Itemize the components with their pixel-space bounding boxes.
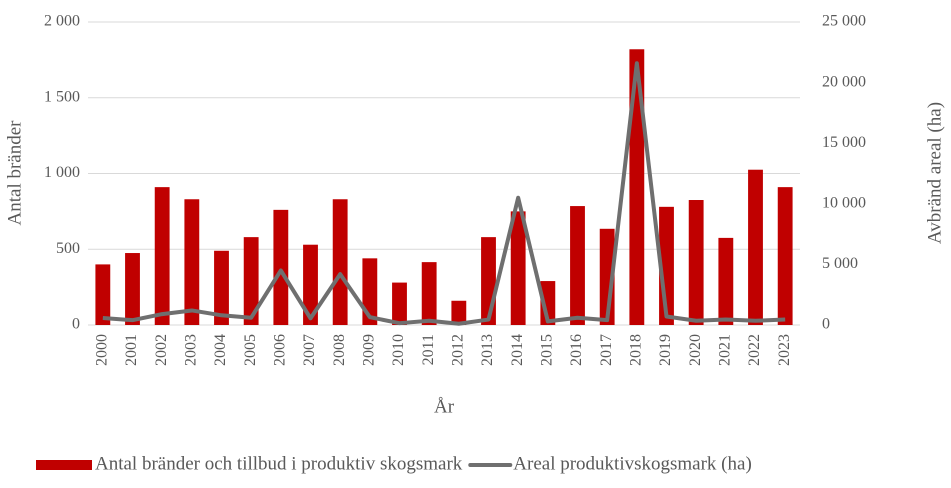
x-tick-label: 2009	[361, 334, 378, 366]
x-tick-label: 2001	[123, 334, 140, 366]
legend-label: Antal bränder och tillbud i produktiv sk…	[95, 453, 463, 474]
y2-tick-label: 15 000	[822, 134, 866, 151]
bar	[95, 264, 111, 325]
y2-tick-label: 10 000	[822, 194, 866, 211]
bar	[570, 206, 585, 325]
y-tick-label: 2 000	[44, 13, 80, 30]
y-tick-label: 0	[72, 316, 80, 333]
bar	[718, 237, 734, 325]
x-tick-label: 2017	[598, 334, 615, 366]
bar	[184, 199, 200, 325]
bar	[777, 187, 793, 325]
bar	[748, 169, 763, 325]
y2-tick-label: 0	[822, 316, 830, 333]
bar	[243, 237, 259, 325]
x-tick-label: 2007	[301, 334, 318, 366]
legend-swatch	[36, 460, 92, 470]
x-tick-label: 2021	[717, 334, 734, 366]
line	[102, 61, 786, 326]
x-tick-label: 2018	[628, 334, 645, 366]
x-tick-label: 2011	[420, 334, 437, 365]
x-tick-label: 2012	[450, 334, 467, 366]
bar	[510, 211, 526, 325]
bar	[421, 262, 437, 325]
bar	[392, 282, 407, 325]
y2-tick-label: 20 000	[822, 73, 866, 90]
x-tick-label: 2015	[539, 334, 556, 366]
bar	[303, 244, 318, 325]
x-tick-label: 2003	[183, 334, 200, 366]
bar	[125, 253, 140, 325]
x-tick-label: 2004	[212, 334, 229, 366]
x-tick-label: 2020	[687, 334, 704, 366]
x-tick-label: 2008	[331, 334, 348, 366]
bar	[332, 199, 348, 325]
y2-tick-label: 5 000	[822, 255, 858, 272]
y2-axis-title: Avbränd areal (ha)	[924, 102, 945, 244]
x-axis-title: År	[434, 396, 455, 417]
x-tick-label: 2019	[657, 334, 674, 366]
x-tick-label: 2016	[568, 334, 585, 366]
x-tick-label: 2005	[242, 334, 259, 366]
y-tick-label: 1 500	[44, 88, 80, 105]
bar	[214, 250, 229, 325]
y-axis-title: Antal bränder	[4, 120, 25, 226]
x-tick-label: 2000	[94, 334, 111, 366]
bar	[154, 187, 170, 325]
x-tick-label: 2014	[509, 334, 526, 366]
x-tick-label: 2022	[746, 334, 763, 366]
x-tick-label: 2013	[479, 334, 496, 366]
x-tick-label: 2023	[776, 334, 793, 366]
bar	[273, 209, 289, 325]
y2-tick-label: 25 000	[822, 13, 866, 30]
bar	[688, 200, 704, 325]
legend-label: Areal produktivskogsmark (ha)	[513, 453, 752, 474]
x-tick-label: 2006	[272, 334, 289, 366]
bar	[451, 300, 467, 325]
x-tick-label: 2002	[153, 334, 170, 366]
x-tick-label: 2010	[390, 334, 407, 366]
y-tick-label: 1 000	[44, 164, 80, 181]
y-tick-label: 500	[56, 240, 80, 257]
bar	[629, 49, 645, 326]
